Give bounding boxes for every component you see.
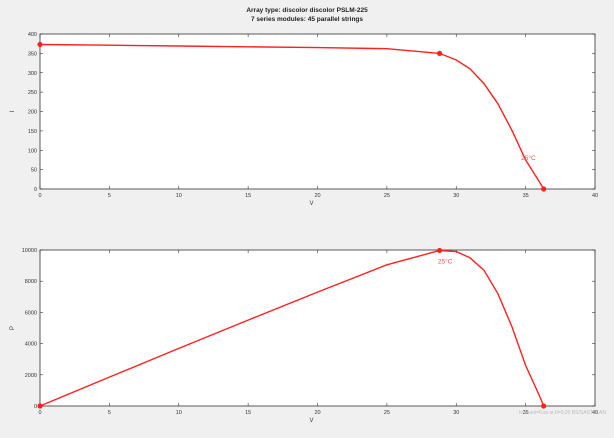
y-tick-label: 100 <box>28 148 37 154</box>
plot-area <box>39 249 596 407</box>
plot-area <box>39 33 596 190</box>
y-axis-label: I <box>10 110 16 112</box>
y-tick-label: 0 <box>34 187 37 193</box>
y-tick-label: 150 <box>28 129 37 135</box>
y-tick-label: 8000 <box>25 279 37 285</box>
x-tick-label: 30 <box>453 193 459 199</box>
x-tick-label: 20 <box>314 193 320 199</box>
curve-marker <box>437 50 443 56</box>
x-tick-label: 15 <box>245 410 251 416</box>
y-axis-label: P <box>10 326 16 330</box>
x-tick-label: 40 <box>592 410 598 416</box>
x-tick-label: 25 <box>384 193 390 199</box>
pv-curve-plot: 0 5 10 15 20 25 30 35 40 0 2000 4000 6000 8000 10000 V P… <box>10 247 598 424</box>
series-line <box>39 43 545 190</box>
curve-marker <box>37 41 43 48</box>
x-tick-label: 10 <box>176 193 182 199</box>
x-tick-label: 35 <box>523 410 529 416</box>
x-axis-label: V <box>309 201 313 207</box>
x-tick-label: 5 <box>108 193 111 199</box>
x-tick-label: 25 <box>384 410 390 416</box>
temperature-annotation: 25°C <box>521 154 536 162</box>
x-tick-label: 40 <box>592 193 598 199</box>
y-tick-label: 2000 <box>25 373 37 379</box>
x-tick-label: 35 <box>523 193 529 199</box>
x-tick-label: 5 <box>108 410 111 416</box>
x-tick-label: 0 <box>38 410 41 416</box>
y-tick-label: 50 <box>31 168 37 174</box>
x-tick-label: 0 <box>38 193 41 199</box>
x-tick-label: 30 <box>453 410 459 416</box>
y-tick-label: 10000 <box>22 248 37 254</box>
iv-curve-plot: 0 5 10 15 20 25 30 35 40050100150200250300350400… <box>10 32 598 207</box>
curve-marker <box>541 186 547 192</box>
y-tick-label: 4000 <box>25 342 37 348</box>
figure-title-line1: Array type: discolor discolor PSLM-225 <box>246 7 368 14</box>
x-tick-label: 15 <box>245 193 251 199</box>
y-tick-label: 350 <box>28 51 37 57</box>
y-tick-label: 0 <box>34 404 37 410</box>
y-tick-label: 400 <box>28 32 37 38</box>
x-tick-label: 20 <box>314 410 320 416</box>
x-tick-label: 10 <box>176 410 182 416</box>
figure-title-line2: 7 series modules: 45 parallel strings <box>251 16 363 23</box>
watermark-text: iv-si-vol=0.ss-si-0=0.20 BS/SASTELAN <box>519 410 606 416</box>
y-tick-label: 6000 <box>25 310 37 316</box>
y-tick-label: 250 <box>28 90 37 96</box>
curve-marker <box>541 403 547 409</box>
y-tick-label: 200 <box>28 110 37 116</box>
x-axis-label: V <box>309 418 313 424</box>
curve-marker <box>37 403 43 409</box>
y-tick-label: 300 <box>28 71 37 77</box>
curve-marker <box>437 247 443 254</box>
temperature-annotation: 25°C <box>438 257 453 265</box>
series-line <box>39 249 545 407</box>
